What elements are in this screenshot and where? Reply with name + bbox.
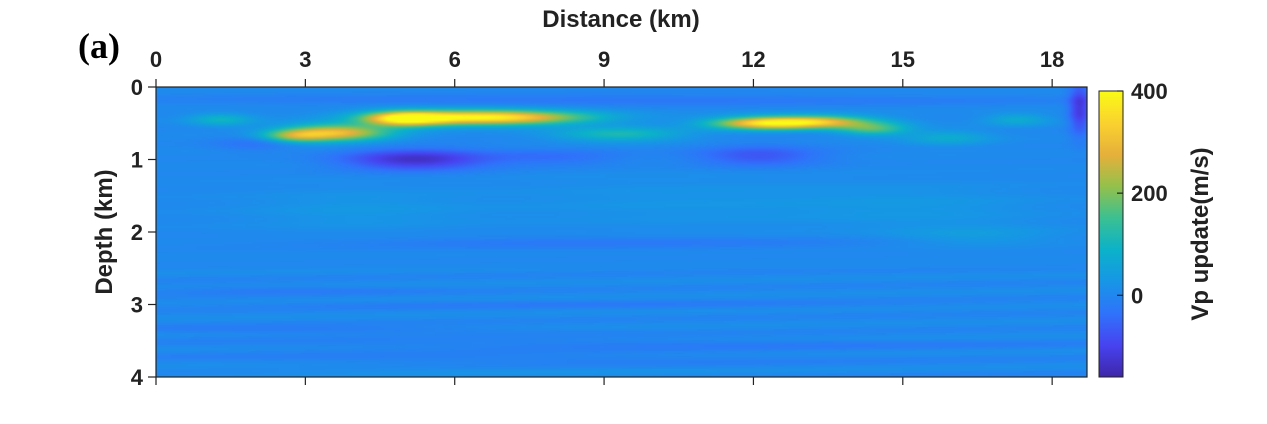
heatmap-image-container: [156, 87, 1087, 377]
x-tick-label: 0: [150, 47, 162, 72]
y-tick-label: 1: [131, 148, 143, 173]
y-tick-label: 2: [131, 220, 143, 245]
colorbar-tick-label: 400: [1131, 79, 1168, 104]
colorbar-tick-label: 200: [1131, 181, 1168, 206]
heatmap-image: [156, 87, 1087, 377]
y-tick-label: 3: [131, 293, 143, 318]
y-axis: 0 1 2 3 4: [131, 75, 156, 390]
x-tick-label: 6: [449, 47, 461, 72]
x-tick-label: 18: [1040, 47, 1064, 72]
colorbar-tick-label: 0: [1131, 283, 1143, 308]
colorbar-ticks: 0 200 400: [1117, 79, 1168, 308]
x-tick-label: 3: [299, 47, 311, 72]
colorbar-gradient: [1098, 90, 1124, 378]
panel-label: (a): [78, 26, 120, 66]
x-axis-title: Distance (km): [542, 6, 699, 33]
colorbar: 0 200 400 Vp update(m/s): [1098, 79, 1214, 378]
y-tick-label: 0: [131, 75, 143, 100]
x-tick-label: 15: [891, 47, 915, 72]
x-tick-label: 9: [598, 47, 610, 72]
x-axis: 0 3 6 9 12 15 18: [150, 47, 1064, 385]
colorbar-title: Vp update(m/s): [1187, 147, 1214, 320]
y-tick-label: 4: [131, 365, 144, 390]
y-axis-title: Depth (km): [91, 169, 118, 294]
x-tick-label: 12: [741, 47, 765, 72]
